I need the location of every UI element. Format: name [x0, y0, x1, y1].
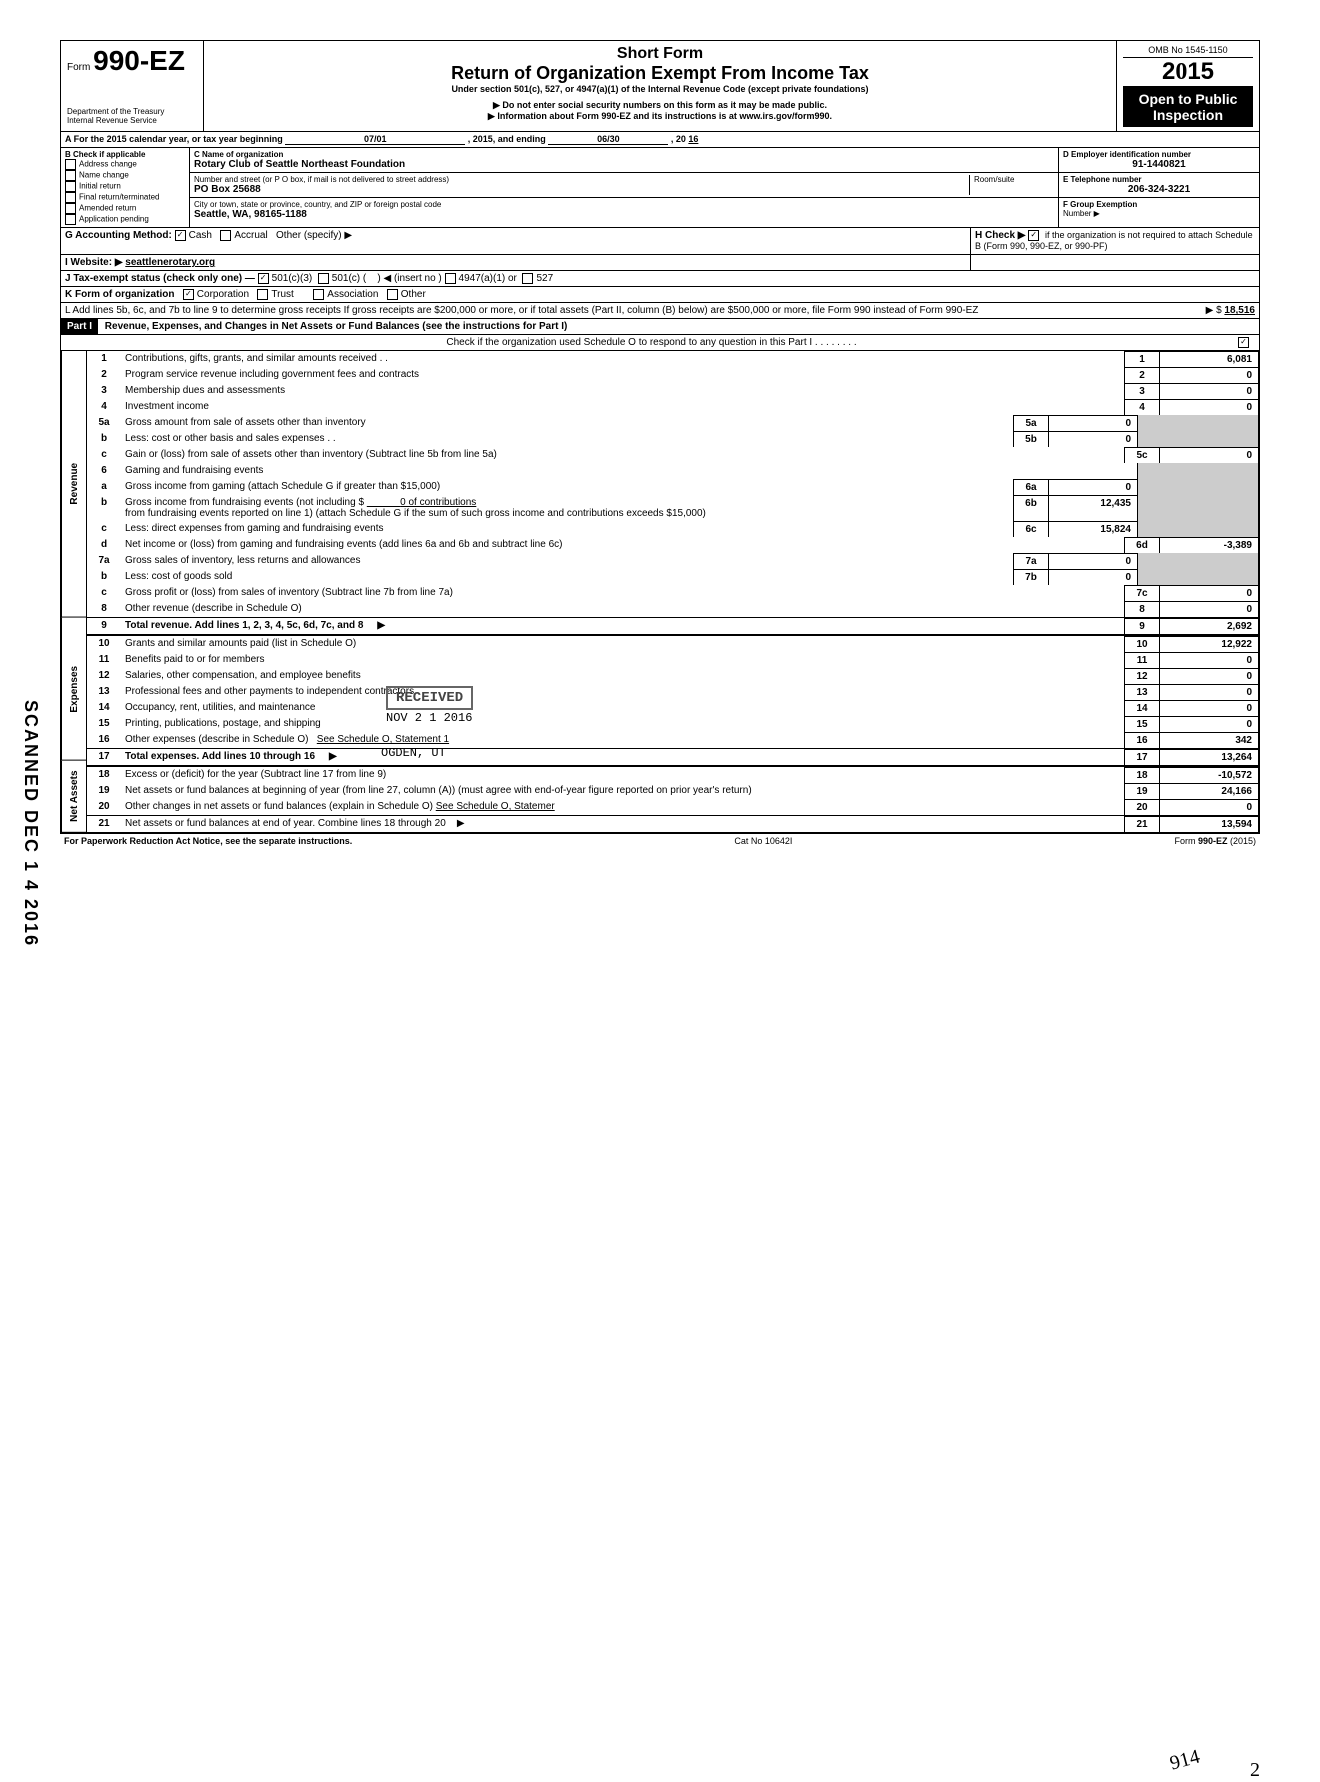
checkbox-cash[interactable] [175, 230, 186, 241]
line1-val: 6,081 [1159, 351, 1258, 367]
line21-val: 13,594 [1159, 816, 1258, 832]
line12-val: 0 [1159, 668, 1258, 684]
line8-val: 0 [1159, 601, 1258, 617]
b-label: B Check if applicable [65, 150, 185, 159]
f-num: Number ▶ [1063, 209, 1255, 218]
lines-container: Revenue Expenses Net Assets 1Contributio… [60, 351, 1260, 833]
gross-receipts: 18,516 [1224, 305, 1255, 316]
return-title: Return of Organization Exempt From Incom… [210, 63, 1110, 84]
e-label: E Telephone number [1063, 175, 1255, 184]
do-not-enter: ▶ Do not enter social security numbers o… [210, 100, 1110, 111]
under-section: Under section 501(c), 527, or 4947(a)(1)… [210, 84, 1110, 94]
checkbox-init[interactable] [65, 181, 76, 192]
info-about: ▶ Information about Form 990-EZ and its … [210, 111, 1110, 122]
line19-val: 24,166 [1159, 783, 1258, 799]
line5c-val: 0 [1159, 447, 1258, 463]
street-label: Number and street (or P O box, if mail i… [194, 175, 969, 184]
open-public-2: Inspection [1127, 107, 1249, 123]
line9-val: 2,692 [1159, 618, 1258, 634]
d-label: D Employer identification number [1063, 150, 1255, 159]
line18-val: -10,572 [1159, 767, 1258, 783]
row-k: K Form of organization Corporation Trust… [60, 287, 1260, 303]
checkbox-amend[interactable] [65, 203, 76, 214]
f-label: F Group Exemption [1063, 200, 1255, 209]
checkbox-501c3[interactable] [258, 273, 269, 284]
part1-check: Check if the organization used Schedule … [60, 335, 1260, 351]
phone: 206-324-3221 [1063, 184, 1255, 195]
line13-val: 0 [1159, 684, 1258, 700]
line10-val: 12,922 [1159, 636, 1258, 652]
part1-header: Part I Revenue, Expenses, and Changes in… [60, 319, 1260, 335]
line7a-val: 0 [1048, 553, 1137, 569]
website: seattlenerotary.org [125, 257, 215, 268]
checkbox-name[interactable] [65, 170, 76, 181]
line20-val: 0 [1159, 799, 1258, 815]
footer-mid: Cat No 10642I [734, 836, 792, 846]
checkbox-addr[interactable] [65, 159, 76, 170]
line7b-val: 0 [1048, 569, 1137, 585]
c-label: C Name of organization [194, 150, 1054, 159]
tax-year: 20201515 [1123, 58, 1253, 87]
checkbox-4947[interactable] [445, 273, 456, 284]
side-revenue: Revenue [61, 351, 87, 618]
line6d-val: -3,389 [1159, 537, 1258, 553]
line14-val: 0 [1159, 700, 1258, 716]
city-label: City or town, state or province, country… [194, 200, 1054, 209]
line3-val: 0 [1159, 383, 1258, 399]
room-label: Room/suite [974, 175, 1054, 184]
checkbox-other[interactable] [387, 289, 398, 300]
line6b-val: 12,435 [1048, 495, 1137, 521]
row-gh: G Accounting Method: Cash Accrual Other … [60, 228, 1260, 255]
line5a-val: 0 [1048, 415, 1137, 431]
checkbox-app[interactable] [65, 214, 76, 225]
line17-val: 13,264 [1159, 749, 1258, 765]
line2-val: 0 [1159, 367, 1258, 383]
row-i: I Website: ▶ seattlenerotary.org [60, 255, 1260, 271]
omb-number: OMB No 1545-1150 [1123, 45, 1253, 58]
row-a: A For the 2015 calendar year, or tax yea… [60, 132, 1260, 148]
footer: For Paperwork Reduction Act Notice, see … [60, 833, 1260, 848]
form-header: Form 990-EZ Department of the Treasury I… [60, 40, 1260, 132]
checkbox-corp[interactable] [183, 289, 194, 300]
received-stamp: RECEIVED [386, 686, 473, 710]
checkbox-schedO[interactable] [1238, 337, 1249, 348]
checkbox-assoc[interactable] [313, 289, 324, 300]
line15-val: 0 [1159, 716, 1258, 732]
footer-right: Form 990-EZ (2015) [1174, 836, 1256, 846]
ogden-stamp: OGDEN, UT [381, 746, 446, 760]
org-name: Rotary Club of Seattle Northeast Foundat… [194, 159, 1054, 170]
checkbox-501c[interactable] [318, 273, 329, 284]
dept-irs: Internal Revenue Service [67, 116, 197, 125]
ein: 91-1440821 [1063, 159, 1255, 170]
street: PO Box 25688 [194, 184, 969, 195]
city: Seattle, WA, 98165-1188 [194, 209, 1054, 220]
handwrite-914: 914 [1168, 1746, 1203, 1776]
footer-left: For Paperwork Reduction Act Notice, see … [64, 836, 352, 846]
side-netassets: Net Assets [61, 761, 87, 833]
line6a-val: 0 [1048, 479, 1137, 495]
line6c-val: 15,824 [1048, 521, 1137, 537]
line4-val: 0 [1159, 399, 1258, 415]
row-j: J Tax-exempt status (check only one) — 5… [60, 271, 1260, 287]
checkbox-final[interactable] [65, 192, 76, 203]
line5b-val: 0 [1048, 431, 1137, 447]
nov-stamp: NOV 2 1 2016 [386, 711, 472, 725]
side-expenses: Expenses [61, 618, 87, 761]
handwrite-2: 2 [1250, 1759, 1260, 1782]
bcdef-block: B Check if applicable Address change Nam… [60, 148, 1260, 228]
form-number: 990-EZ [93, 45, 185, 76]
open-public-1: Open to Public [1127, 91, 1249, 107]
checkbox-h[interactable] [1028, 230, 1039, 241]
checkbox-accrual[interactable] [220, 230, 231, 241]
line16-val: 342 [1159, 732, 1258, 748]
checkbox-527[interactable] [522, 273, 533, 284]
line11-val: 0 [1159, 652, 1258, 668]
form-prefix: Form [67, 62, 90, 73]
line7c-val: 0 [1159, 585, 1258, 601]
checkbox-trust[interactable] [257, 289, 268, 300]
scanned-stamp: SCANNED DEC 1 4 2016 [20, 700, 41, 947]
short-form-title: Short Form [210, 45, 1110, 63]
row-l: L Add lines 5b, 6c, and 7b to line 9 to … [60, 303, 1260, 319]
dept-treasury: Department of the Treasury [67, 107, 197, 116]
